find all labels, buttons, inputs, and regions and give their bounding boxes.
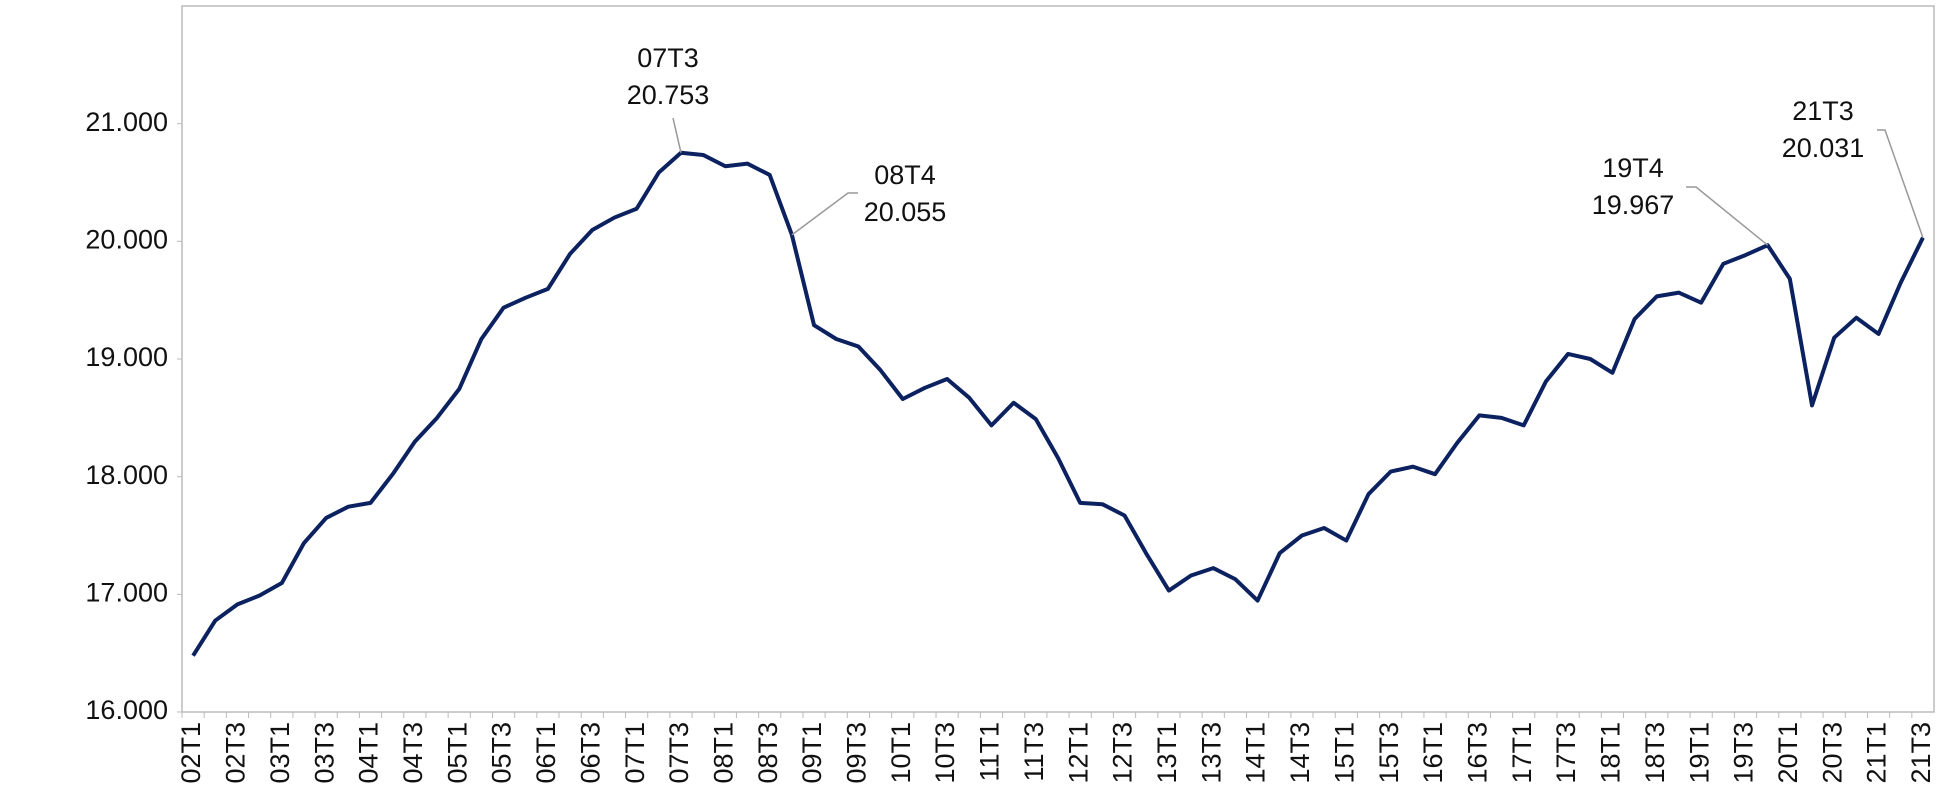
x-tick-label: 11T3 <box>1019 722 1049 782</box>
x-tick-label: 18T3 <box>1640 722 1670 784</box>
annotation-period: 21T3 <box>1792 96 1854 126</box>
leader-line <box>1686 186 1769 246</box>
x-tick-label: 06T3 <box>575 722 605 784</box>
x-tick-label: 17T1 <box>1507 722 1537 784</box>
x-tick-label: 05T3 <box>487 722 517 784</box>
x-tick-label: 07T1 <box>620 722 650 784</box>
x-tick-label: 04T1 <box>354 722 384 784</box>
x-tick-label: 03T1 <box>265 722 295 784</box>
x-tick-label: 13T1 <box>1152 722 1182 784</box>
annotation-value: 20.055 <box>864 197 947 227</box>
annotation-value: 20.031 <box>1782 133 1865 163</box>
annotation-value: 19.967 <box>1592 190 1675 220</box>
x-tick-label: 06T1 <box>531 722 561 784</box>
x-tick-label: 19T1 <box>1684 722 1714 784</box>
x-tick-label: 14T3 <box>1285 722 1315 784</box>
x-tick-label: 02T1 <box>176 722 206 784</box>
x-tick-label: 10T3 <box>930 722 960 784</box>
x-tick-label: 11T1 <box>975 722 1005 782</box>
x-tick-label: 16T1 <box>1418 722 1448 784</box>
x-tick-label: 13T3 <box>1196 722 1226 784</box>
x-tick-label: 12T3 <box>1108 722 1138 784</box>
leader-line <box>1877 129 1924 238</box>
y-tick-label: 20.000 <box>85 224 168 254</box>
y-tick-label: 19.000 <box>85 342 168 372</box>
x-tick-label: 15T1 <box>1329 722 1359 784</box>
x-tick-label: 12T1 <box>1063 722 1093 784</box>
x-tick-label: 21T1 <box>1862 722 1892 784</box>
annotation-period: 19T4 <box>1602 153 1664 183</box>
x-tick-label: 16T3 <box>1462 722 1492 784</box>
x-tick-label: 08T1 <box>708 722 738 784</box>
annotation-period: 08T4 <box>874 160 936 190</box>
x-tick-label: 21T3 <box>1906 722 1936 784</box>
leader-line <box>791 192 858 236</box>
x-tick-label: 04T3 <box>398 722 428 784</box>
x-tick-label: 08T3 <box>753 722 783 784</box>
leader-line <box>672 117 682 153</box>
x-tick-label: 09T1 <box>797 722 827 784</box>
x-tick-label: 19T3 <box>1729 722 1759 784</box>
annotation-value: 20.753 <box>627 80 710 110</box>
x-tick-label: 15T3 <box>1374 722 1404 784</box>
y-tick-label: 21.000 <box>85 107 168 137</box>
x-tick-label: 18T1 <box>1596 722 1626 784</box>
line <box>191 150 1925 657</box>
x-tick-label: 02T3 <box>221 722 251 784</box>
y-tick-label: 18.000 <box>85 460 168 490</box>
x-tick-label: 20T1 <box>1773 722 1803 784</box>
x-tick-label: 09T3 <box>842 722 872 784</box>
x-tick-label: 07T3 <box>664 722 694 784</box>
x-tick-label: 05T1 <box>442 722 472 784</box>
x-tick-label: 17T3 <box>1551 722 1581 784</box>
y-tick-label: 17.000 <box>85 577 168 607</box>
x-tick-label: 03T3 <box>309 722 339 784</box>
y-tick-label: 16.000 <box>85 695 168 725</box>
annotation-period: 07T3 <box>637 43 699 73</box>
x-tick-label: 10T1 <box>886 722 916 784</box>
plot-frame <box>181 5 1935 713</box>
x-tick-label: 20T3 <box>1817 722 1847 784</box>
x-tick-label: 14T1 <box>1241 722 1271 784</box>
